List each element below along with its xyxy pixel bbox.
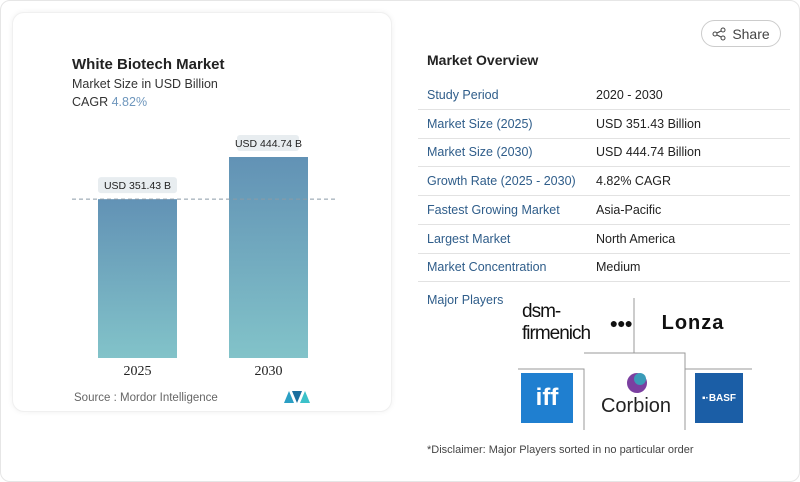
overview-row: Market Concentration Medium [418, 253, 790, 283]
mordor-logo-icon [284, 391, 310, 403]
cagr-value: 4.82% [111, 95, 148, 109]
players-dividers [518, 298, 752, 430]
logo-basf: ▪· BASF [695, 373, 743, 423]
row-value: 4.82% CAGR [596, 174, 672, 189]
overview-row: Fastest Growing Market Asia-Pacific [418, 196, 790, 225]
data-label: USD 351.43 B [104, 180, 171, 192]
x-tick-label: 2025 [124, 364, 152, 379]
share-icon [712, 27, 726, 40]
overview-title: Market Overview [427, 52, 539, 68]
row-label: Market Size (2025) [427, 116, 533, 131]
logo-corbion: Corbion [598, 360, 674, 428]
overview-row: Study Period 2020 - 2030 [418, 81, 790, 110]
chart-title: White Biotech Market [72, 56, 225, 73]
bar-2025 [98, 199, 177, 358]
data-label-bg [237, 135, 299, 151]
row-label: Study Period [427, 88, 499, 102]
row-value: North America [596, 231, 676, 246]
data-label-bg [98, 177, 177, 194]
row-value: 2020 - 2030 [596, 88, 663, 102]
logo-dsm-firmenich: dsm-firmenich ●●● [522, 301, 633, 344]
source-text: Source : Mordor Intelligence [74, 392, 218, 404]
row-value: Medium [596, 260, 641, 275]
row-value: USD 351.43 Billion [596, 116, 701, 131]
chart-subtitle: Market Size in USD Billion [72, 77, 218, 91]
major-players-label: Major Players [427, 293, 504, 307]
logo-lonza: Lonza [661, 311, 725, 334]
data-label: USD 444.74 B [235, 138, 302, 150]
cagr-label: CAGR [72, 95, 109, 109]
overview-row: Growth Rate (2025 - 2030) 4.82% CAGR [418, 167, 790, 197]
chart-card [12, 12, 392, 412]
row-value: Asia-Pacific [596, 202, 662, 217]
row-label: Market Size (2030) [427, 145, 533, 160]
row-label: Largest Market [427, 231, 511, 246]
row-value: USD 444.74 Billion [596, 145, 701, 160]
disclaimer: *Disclaimer: Major Players sorted in no … [427, 444, 694, 456]
row-label: Fastest Growing Market [427, 202, 560, 217]
corbion-mark-icon [627, 372, 647, 393]
share-button[interactable]: Share [701, 20, 781, 47]
cagr: CAGR 4.82% [72, 95, 147, 109]
row-label: Market Concentration [427, 260, 547, 275]
logo-iff: iff [521, 373, 573, 423]
bar-2030 [229, 157, 308, 358]
share-label: Share [732, 25, 770, 42]
x-tick-label: 2030 [255, 364, 283, 379]
overview-row: Market Size (2030) USD 444.74 Billion [418, 138, 790, 168]
bar-chart: USD 351.43 B 2025 USD 444.74 B 2030 [72, 135, 338, 379]
overview-row: Market Size (2025) USD 351.43 Billion [418, 110, 790, 139]
row-label: Growth Rate (2025 - 2030) [427, 174, 576, 189]
overview-row: Largest Market North America [418, 225, 790, 254]
